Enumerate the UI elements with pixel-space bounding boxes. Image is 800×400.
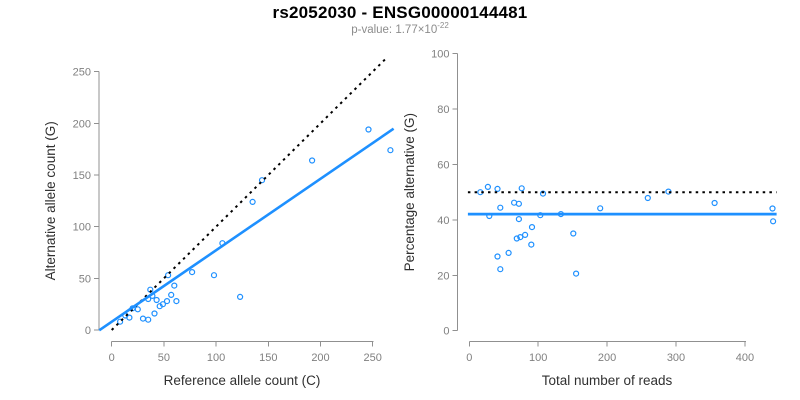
y-tick-label: 50 xyxy=(79,273,91,285)
data-point xyxy=(515,200,523,207)
data-point xyxy=(249,198,256,205)
data-point xyxy=(505,249,512,256)
data-point xyxy=(116,318,124,325)
data-point xyxy=(210,272,218,279)
data-point xyxy=(168,291,175,298)
x-tick-label: 250 xyxy=(364,352,382,364)
x-axis-label: Reference allele count (C) xyxy=(164,373,321,388)
data-point xyxy=(528,224,536,231)
y-axis-label: Alternative allele count (G) xyxy=(43,121,58,280)
data-point xyxy=(165,272,172,279)
y-tick-label: 80 xyxy=(437,104,449,116)
data-point xyxy=(539,190,547,197)
x-tick-label: 50 xyxy=(158,352,170,364)
y-tick-label: 0 xyxy=(443,326,449,338)
x-tick-label: 150 xyxy=(259,352,277,364)
data-point xyxy=(173,298,180,305)
data-point xyxy=(597,205,604,212)
y-tick-label: 20 xyxy=(437,270,449,282)
data-point xyxy=(159,301,166,308)
x-tick-label: 0 xyxy=(466,352,472,364)
data-point xyxy=(494,185,501,192)
data-point xyxy=(153,296,160,304)
right-scatter-plot: 0 20 40 60 80 100 0 100 200 300 400 Total number of… xyxy=(402,49,777,388)
data-point xyxy=(134,306,141,313)
data-point xyxy=(145,316,152,323)
data-point xyxy=(237,293,244,300)
x-tick-label: 0 xyxy=(109,352,115,364)
data-point xyxy=(769,218,777,225)
data-point xyxy=(151,310,158,317)
data-point xyxy=(171,282,178,289)
left-scatter-plot: 0 50 100 150 200 250 0 50 100 150 200 250 Reference … xyxy=(43,56,395,388)
data-point xyxy=(484,183,491,190)
x-tick-label: 200 xyxy=(311,352,329,364)
data-point xyxy=(518,185,525,192)
data-point xyxy=(189,269,196,276)
y-axis-label: Percentage alternative (G) xyxy=(402,113,417,271)
data-point xyxy=(494,253,501,260)
data-point xyxy=(572,270,580,277)
data-point xyxy=(365,126,372,133)
y-tick-label: 60 xyxy=(437,160,449,172)
data-point xyxy=(528,241,535,248)
data-point xyxy=(258,177,266,184)
pvalue-text: p-value: 1.77×10 xyxy=(351,24,438,36)
data-point xyxy=(163,298,171,305)
data-point xyxy=(309,157,316,164)
data-point xyxy=(570,230,577,237)
data-point xyxy=(497,266,504,273)
data-point xyxy=(513,235,520,242)
x-tick-label: 400 xyxy=(736,352,754,364)
data-point xyxy=(517,234,524,241)
fit-line xyxy=(98,127,395,332)
data-point xyxy=(515,216,523,223)
y-tick-label: 100 xyxy=(431,49,449,61)
x-axis-label: Total number of reads xyxy=(542,373,673,388)
data-point xyxy=(521,231,529,238)
figure-title: rs2052030 - ENSG00000144481 xyxy=(272,3,528,22)
x-tick-label: 100 xyxy=(207,352,225,364)
identity-line xyxy=(110,56,389,331)
y-tick-label: 40 xyxy=(437,215,449,227)
y-tick-label: 200 xyxy=(73,118,91,130)
y-tick-label: 0 xyxy=(85,325,91,337)
y-tick-label: 100 xyxy=(73,222,91,234)
pvalue-exponent: -22 xyxy=(437,21,449,31)
x-tick-label: 200 xyxy=(598,352,616,364)
y-tick-label: 150 xyxy=(73,170,91,182)
data-point xyxy=(497,204,504,211)
data-point xyxy=(387,147,394,154)
data-point xyxy=(711,199,718,207)
data-point xyxy=(644,194,651,202)
data-point xyxy=(769,205,776,212)
y-tick-label: 250 xyxy=(73,67,91,79)
x-tick-label: 100 xyxy=(529,352,547,364)
data-point xyxy=(126,314,133,321)
data-point xyxy=(510,199,518,206)
data-point xyxy=(139,315,147,322)
x-tick-label: 300 xyxy=(667,352,685,364)
figure-subtitle: p-value: 1.77×10-22 xyxy=(0,21,800,36)
